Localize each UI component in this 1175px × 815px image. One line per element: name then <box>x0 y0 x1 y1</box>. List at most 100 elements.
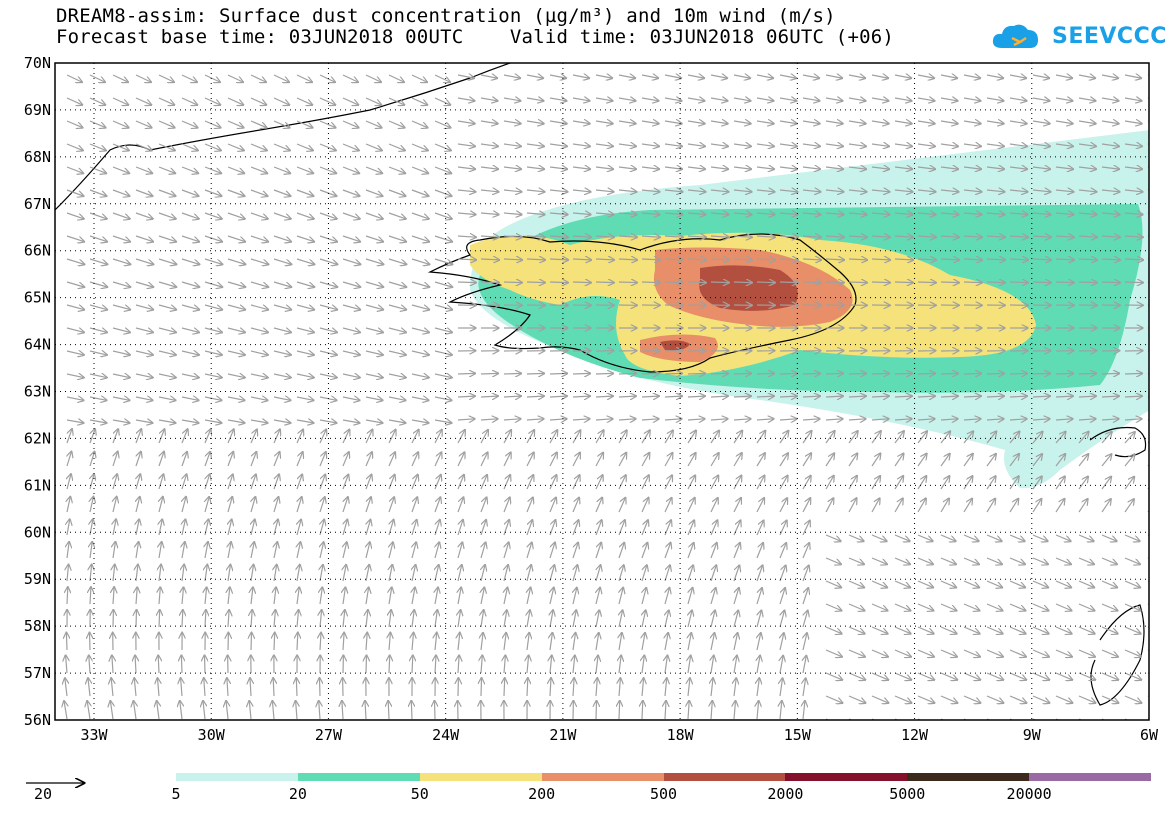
wind-arrow <box>986 476 996 490</box>
wind-arrow <box>550 656 552 674</box>
wind-arrow <box>182 565 184 582</box>
wind-arrow <box>412 633 414 651</box>
latitude-label: 65N <box>24 289 51 307</box>
wind-arrow <box>135 351 153 355</box>
wind-arrow <box>756 498 764 513</box>
wind-arrow <box>917 213 936 215</box>
wind-arrow <box>320 678 321 697</box>
wind-arrow <box>756 190 774 192</box>
wind-arrow <box>135 429 141 444</box>
wind-arrow <box>158 374 176 378</box>
wind-arrow <box>388 328 406 332</box>
wind-arrow <box>917 396 935 397</box>
wind-arrow <box>963 75 980 78</box>
wind-arrow <box>388 143 405 150</box>
wind-arrow <box>779 167 797 169</box>
wind-arrow <box>1101 557 1117 564</box>
wind-arrow <box>756 431 765 444</box>
wind-arrow <box>343 633 344 651</box>
wind-arrow <box>1032 190 1050 192</box>
wind-arrow <box>1055 167 1073 169</box>
latitude-label: 67N <box>24 195 51 213</box>
wind-arrow <box>204 678 205 697</box>
wind-arrow <box>66 74 82 82</box>
wind-arrow <box>779 498 787 513</box>
wind-arrow <box>204 120 220 128</box>
wind-arrow <box>112 143 129 150</box>
wind-arrow <box>665 678 667 697</box>
wind-arrow <box>204 143 221 150</box>
wind-arrow <box>181 235 199 242</box>
wind-arrow <box>825 236 844 237</box>
wind-arrow <box>319 97 335 105</box>
wind-arrow <box>411 351 429 355</box>
wind-arrow <box>687 75 704 78</box>
wind-arrow <box>825 144 843 146</box>
wind-arrow <box>411 281 429 287</box>
wind-arrow <box>710 453 719 467</box>
wind-arrow <box>733 144 751 146</box>
wind-arrow <box>1032 373 1050 374</box>
wind-arrow <box>1124 603 1140 611</box>
wind-arrow <box>757 678 759 697</box>
wind-arrow <box>825 476 834 490</box>
wind-arrow <box>1101 580 1117 587</box>
wind-arrow <box>940 167 958 169</box>
wind-arrow <box>1147 143 1149 145</box>
wind-arrow <box>159 475 163 490</box>
wind-arrow <box>227 143 244 150</box>
wind-arrow <box>1009 144 1027 146</box>
wind-arrow <box>388 420 405 423</box>
wind-arrow <box>940 695 957 703</box>
wind-arrow <box>273 166 290 173</box>
wind-arrow <box>365 304 383 310</box>
wind-arrow <box>871 672 888 680</box>
latitude-label: 59N <box>24 570 51 588</box>
wind-arrow <box>894 144 912 146</box>
wind-arrow <box>66 656 67 674</box>
wind-arrow <box>1124 167 1142 169</box>
wind-arrow <box>434 475 441 490</box>
wind-arrow <box>549 190 567 192</box>
wind-arrow <box>963 649 980 657</box>
latitude-label: 66N <box>24 242 51 260</box>
wind-arrow <box>664 213 683 215</box>
wind-arrow <box>1124 236 1143 237</box>
wind-arrow <box>1078 499 1088 513</box>
wind-arrow <box>688 633 691 651</box>
wind-arrow <box>1078 190 1096 192</box>
wind-arrow <box>181 420 198 423</box>
wind-arrow <box>848 213 867 215</box>
wind-arrow <box>481 656 482 674</box>
wind-arrow <box>411 497 417 513</box>
wind-arrow <box>1032 499 1041 513</box>
wind-arrow <box>894 626 911 634</box>
wind-arrow <box>182 610 183 628</box>
wind-arrow <box>319 497 325 513</box>
wind-arrow <box>802 75 819 78</box>
wind-arrow <box>504 633 506 651</box>
wind-arrow <box>273 430 280 444</box>
wind-arrow <box>641 259 660 260</box>
wind-arrow <box>134 701 137 720</box>
wind-arrow <box>756 144 774 146</box>
wind-arrow <box>572 430 580 444</box>
wind-arrow <box>366 565 369 582</box>
wind-arrow <box>710 543 717 559</box>
wind-arrow <box>526 236 545 237</box>
wind-arrow <box>365 74 381 82</box>
wind-arrow <box>435 610 437 628</box>
wind-arrow <box>1101 695 1118 703</box>
wind-arrow <box>871 282 890 283</box>
wind-arrow <box>319 374 337 378</box>
wind-arrow <box>917 476 926 490</box>
wind-arrow <box>320 588 322 605</box>
wind-arrow <box>733 75 750 78</box>
wind-arrow <box>687 521 694 536</box>
wind-arrow <box>434 281 452 287</box>
wind-arrow <box>756 396 774 397</box>
wind-arrow <box>296 166 313 173</box>
wind-arrow <box>733 259 752 260</box>
wind-arrow <box>664 236 683 237</box>
wind-arrow <box>940 626 957 634</box>
